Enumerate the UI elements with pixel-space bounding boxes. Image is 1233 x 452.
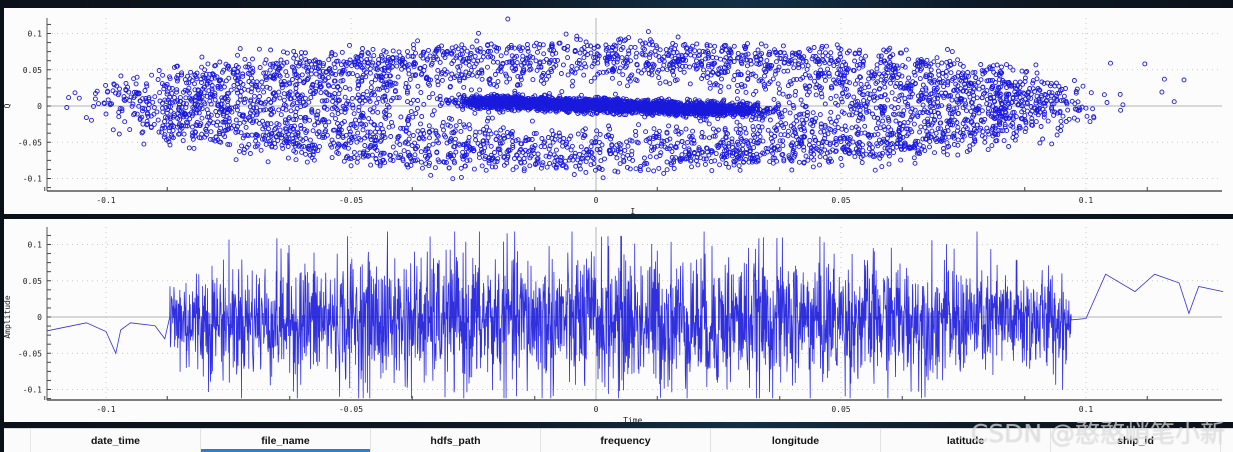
column-header-file-name[interactable]: file_name — [201, 429, 371, 452]
scatter-plot-canvas[interactable]: 0.1 0.05 0 -0.05 -0.1 -0.1 -0.05 0 0.05 0.1 I Q — [4, 8, 1233, 214]
x-tick-label: 0.1 — [1079, 196, 1094, 205]
column-header-ship-id[interactable]: ship_id — [1051, 429, 1221, 452]
column-header-latitude[interactable]: latitude — [881, 429, 1051, 452]
y-axis-title: Q — [4, 103, 12, 108]
y-axis-title: Amplitude — [4, 295, 12, 339]
x-tick-label: -0.1 — [96, 196, 115, 205]
y-tick-label: -0.1 — [23, 175, 42, 184]
y-tick-label: 0.1 — [28, 241, 43, 250]
y-tick-label: 0 — [37, 313, 42, 322]
x-tick-label: -0.1 — [96, 405, 115, 414]
amplitude-time-plot[interactable]: 0.1 0.05 0 -0.05 -0.1 -0.1 -0.05 0 0.05 0.1 Time Am… — [4, 219, 1233, 422]
row-header-corner[interactable] — [4, 429, 31, 452]
y-tick-label: 0.05 — [23, 66, 42, 75]
x-tick-label: 0.05 — [831, 405, 850, 414]
line-plot-canvas[interactable]: 0.1 0.05 0 -0.05 -0.1 -0.1 -0.05 0 0.05 0.1 Time Am… — [4, 219, 1233, 422]
column-header-frequency[interactable]: frequency — [541, 429, 711, 452]
x-tick-label: 0.1 — [1079, 405, 1094, 414]
scatter-points — [65, 17, 1186, 181]
signal-line — [47, 232, 1223, 399]
column-header-date-time[interactable]: date_time — [31, 429, 201, 452]
y-tick-label: -0.05 — [18, 349, 42, 358]
x-axis-title: I — [630, 207, 635, 214]
x-tick-label: 0 — [594, 196, 599, 205]
y-tick-label: -0.05 — [18, 138, 42, 147]
x-axis-title: Time — [623, 416, 642, 422]
y-tick-label: 0.1 — [28, 30, 43, 39]
y-tick-label: 0.05 — [23, 277, 42, 286]
y-tick-label: 0 — [37, 102, 42, 111]
x-tick-label: -0.05 — [339, 196, 363, 205]
x-tick-label: 0 — [594, 405, 599, 414]
x-tick-label: 0.05 — [831, 196, 850, 205]
iq-constellation-plot[interactable]: 0.1 0.05 0 -0.05 -0.1 -0.1 -0.05 0 0.05 0.1 I Q — [4, 8, 1233, 214]
column-header-hdfs-path[interactable]: hdfs_path — [371, 429, 541, 452]
x-tick-label: -0.05 — [339, 405, 363, 414]
y-tick-label: -0.1 — [23, 386, 42, 395]
column-header-longitude[interactable]: longitude — [711, 429, 881, 452]
data-table-header: date_time file_name hdfs_path frequency … — [4, 428, 1233, 452]
